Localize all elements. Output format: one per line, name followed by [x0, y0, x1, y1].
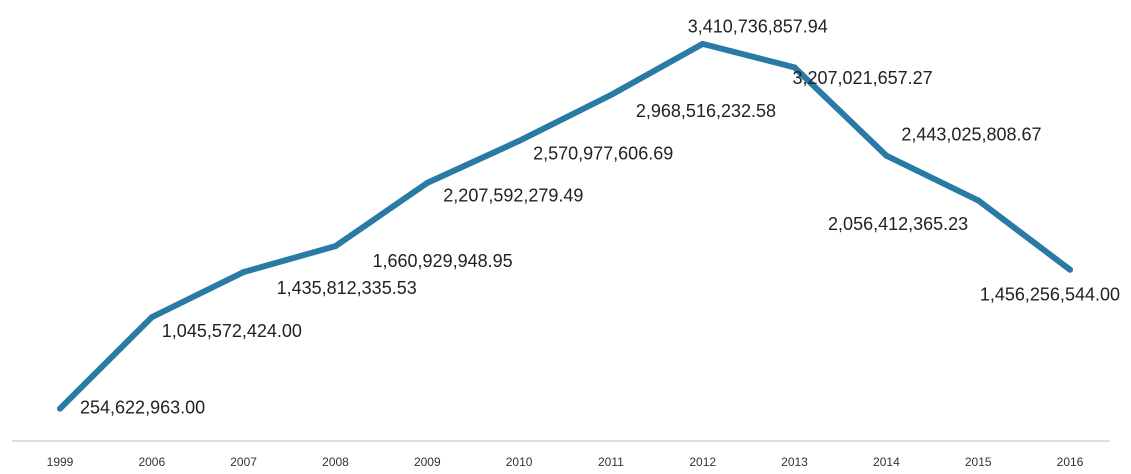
- data-label-2015: 2,056,412,365.23: [828, 214, 968, 234]
- data-label-2009: 2,207,592,279.49: [443, 186, 583, 206]
- data-label-2007: 1,435,812,335.53: [277, 278, 417, 298]
- x-tick-label-2010: 2010: [506, 455, 533, 469]
- data-point-2015: [975, 197, 982, 204]
- data-point-2010: [516, 137, 523, 144]
- data-label-2008: 1,660,929,948.95: [373, 251, 513, 271]
- data-point-2007: [240, 269, 247, 276]
- data-label-2006: 1,045,572,424.00: [162, 321, 302, 341]
- data-point-2011: [607, 92, 614, 98]
- x-tick-label-2008: 2008: [322, 455, 349, 469]
- x-tick-label-2013: 2013: [781, 455, 808, 469]
- data-label-2013: 3,207,021,657.27: [793, 68, 933, 88]
- series-line: [57, 40, 1073, 412]
- x-tick-label-2007: 2007: [230, 455, 257, 469]
- data-label-2016: 1,456,256,544.00: [980, 284, 1120, 304]
- data-point-2013: [791, 64, 798, 71]
- data-point-2012: [699, 40, 706, 47]
- data-label-1999: 254,622,963.00: [80, 397, 205, 417]
- x-tick-label-2012: 2012: [689, 455, 716, 469]
- data-point-1999: [57, 405, 63, 412]
- x-tick-label-2006: 2006: [138, 455, 165, 469]
- x-tick-label-2016: 2016: [1057, 455, 1084, 469]
- data-point-2009: [424, 179, 431, 186]
- x-tick-label-1999: 1999: [47, 455, 74, 469]
- data-label-2010: 2,570,977,606.69: [533, 144, 673, 164]
- data-point-2016: [1067, 266, 1073, 273]
- data-label-2012: 3,410,736,857.94: [688, 17, 828, 37]
- data-point-2006: [148, 314, 155, 321]
- data-point-2014: [883, 152, 890, 159]
- x-tick-label-2014: 2014: [873, 455, 900, 469]
- x-tick-label-2009: 2009: [414, 455, 441, 469]
- data-label-2011: 2,968,516,232.58: [636, 101, 776, 121]
- data-label-2014: 2,443,025,808.67: [901, 124, 1041, 144]
- x-tick-label-2011: 2011: [598, 455, 624, 469]
- data-point-2008: [332, 243, 339, 250]
- x-tick-label-2015: 2015: [965, 455, 992, 469]
